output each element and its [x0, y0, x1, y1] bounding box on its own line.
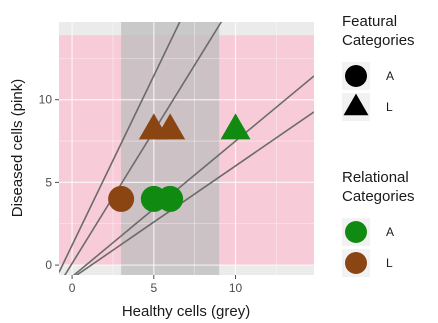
reference-line	[72, 75, 314, 275]
x-tick-label: 10	[229, 281, 243, 295]
reference-line	[63, 22, 223, 275]
healthy-region	[121, 22, 220, 275]
data-point-circle	[108, 185, 135, 212]
legend-title: Categories	[342, 32, 415, 49]
y-axis-title: Diseased cells (pink)	[9, 79, 26, 217]
lines-layer	[59, 22, 314, 275]
legend-key-triangle	[343, 93, 369, 116]
x-axis-title: Healthy cells (grey)	[122, 303, 250, 320]
data-point-triangle	[155, 113, 186, 140]
legend-key-circle	[345, 65, 367, 87]
reference-line	[59, 22, 181, 273]
y-tick-label: 0	[45, 258, 52, 272]
legend-label: A	[386, 225, 394, 239]
regions-layer	[59, 22, 314, 275]
legend-title: Categories	[342, 188, 415, 205]
legends-layer: Featural Categories A L Relational Categories…	[342, 13, 415, 277]
data-point-circle	[157, 185, 184, 212]
legend-title: Relational	[342, 169, 409, 186]
axes-layer: 0 5 10 0 5 10	[39, 93, 243, 295]
legend-key-circle	[345, 221, 367, 243]
x-tick-label: 0	[69, 281, 76, 295]
reference-line	[75, 111, 314, 275]
y-tick-label: 10	[39, 93, 53, 107]
legend-label: A	[386, 69, 394, 83]
x-tick-label: 5	[150, 281, 157, 295]
legend-label: L	[386, 100, 393, 114]
legend-key-circle	[345, 252, 367, 274]
legend-label: L	[386, 256, 393, 270]
legend-title: Featural	[342, 13, 397, 30]
y-tick-label: 5	[45, 175, 52, 189]
points-layer	[108, 113, 251, 212]
data-point-triangle	[220, 113, 251, 140]
